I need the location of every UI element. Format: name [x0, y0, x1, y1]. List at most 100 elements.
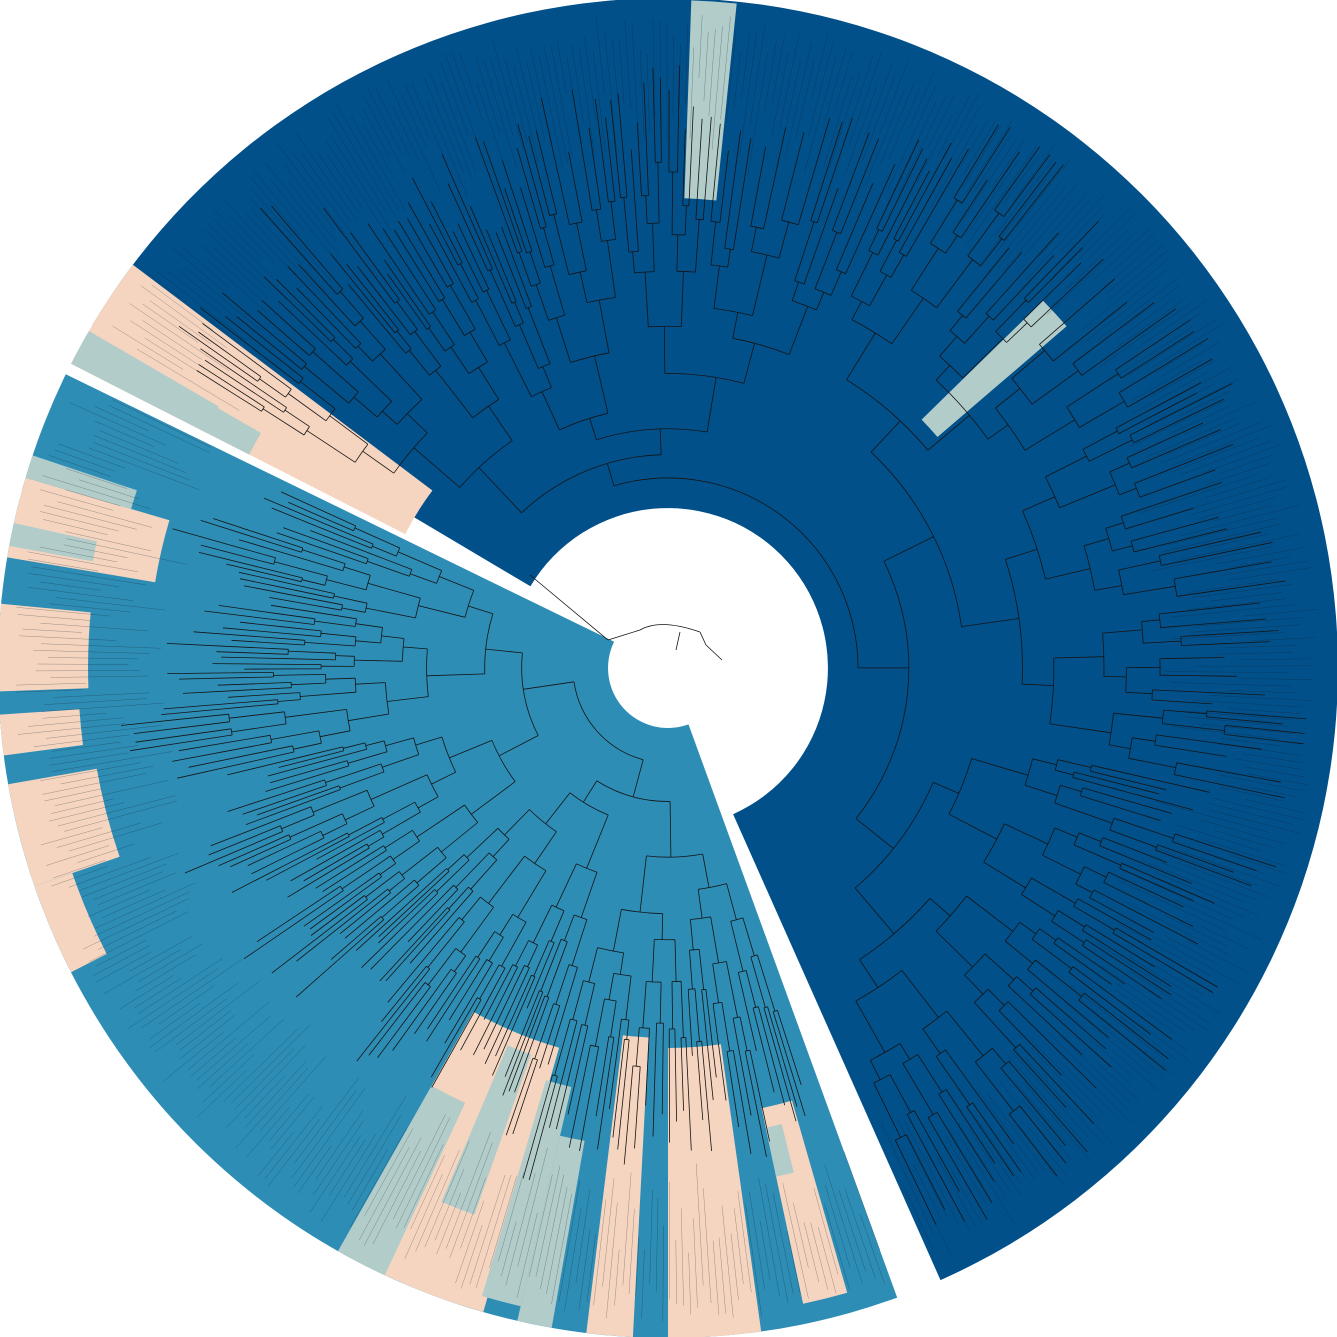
leaf-label: [475, 57, 500, 133]
branch: [520, 187, 535, 234]
branch: [198, 552, 261, 568]
leaf-label: [1123, 285, 1180, 328]
branch: [291, 837, 325, 855]
branch: [301, 885, 341, 913]
branch: [315, 855, 369, 889]
branch: [348, 713, 389, 722]
branch: [966, 1106, 979, 1125]
leaf-label: [765, 1184, 789, 1303]
leaf-label: [1243, 766, 1307, 778]
branch: [435, 369, 474, 418]
leaf-label: [1151, 846, 1258, 886]
branch: [455, 852, 490, 888]
branch: [1206, 716, 1236, 720]
branch: [873, 1074, 891, 1084]
root-branch: [529, 574, 609, 641]
branch: [596, 209, 602, 242]
branch: [1196, 691, 1266, 696]
clade-sector-22: [82, 331, 219, 416]
branch: [517, 124, 531, 169]
branch: [946, 1010, 984, 1057]
leaf-label: [1135, 300, 1208, 349]
branch: [1151, 778, 1210, 793]
branch: [198, 364, 233, 387]
branch: [549, 265, 566, 316]
branch: [1017, 1030, 1062, 1076]
branch: [644, 272, 649, 327]
leaf-label: [434, 1168, 465, 1241]
branch: [1042, 854, 1081, 875]
branch: [518, 228, 527, 254]
leaf-label: [28, 587, 133, 601]
leaf-label: [1069, 984, 1166, 1061]
branch: [267, 765, 307, 777]
leaf-label: [624, 20, 631, 109]
branch: [1000, 1067, 1027, 1099]
branch: [377, 1016, 409, 1058]
branch: [731, 130, 741, 197]
branch: [502, 160, 521, 216]
leaf-label: [31, 566, 147, 586]
clade-sector-1: [684, 0, 737, 201]
branch: [263, 276, 297, 309]
branch: [634, 1104, 638, 1149]
leaf-label: [336, 104, 399, 211]
leaf-label: [1149, 378, 1239, 425]
leaf-label: [57, 795, 176, 827]
leaf-label: [556, 38, 567, 95]
branch: [347, 283, 386, 330]
branch: [934, 148, 969, 207]
leaf-label: [1020, 1127, 1065, 1185]
branch: [418, 871, 450, 900]
branch: [659, 428, 662, 455]
branch: [431, 1028, 466, 1088]
branch: [398, 220, 426, 266]
branch: [370, 774, 428, 800]
leaf-label: [828, 72, 861, 170]
branch: [1073, 905, 1115, 931]
leaf-label: [45, 845, 109, 866]
branch: [322, 522, 374, 545]
branch: [613, 477, 859, 668]
leaf-label: [43, 519, 108, 535]
branch: [1235, 787, 1285, 799]
branch: [918, 157, 953, 218]
leaf-label: [930, 125, 978, 208]
branch: [1134, 883, 1184, 908]
branch: [370, 929, 410, 970]
branch: [1081, 338, 1134, 376]
branch: [484, 613, 494, 674]
branch: [1072, 331, 1116, 364]
branch: [995, 1135, 1022, 1173]
branch: [1025, 1097, 1066, 1147]
branch: [1082, 930, 1120, 955]
leaf-label: [1188, 598, 1286, 610]
leaf-label: [327, 116, 386, 211]
branch: [890, 254, 905, 278]
branch: [1132, 308, 1177, 340]
branch: [971, 758, 1029, 776]
branch: [507, 281, 517, 302]
leaf-label: [1144, 417, 1237, 459]
branch: [1049, 723, 1112, 734]
leaf-label: [60, 765, 154, 785]
branch: [652, 67, 655, 112]
branch: [236, 316, 279, 351]
branch: [1073, 844, 1122, 866]
leaf-label: [843, 1151, 880, 1250]
branch: [1233, 852, 1277, 868]
branch: [316, 525, 372, 549]
leaf-label: [51, 866, 108, 887]
branch: [276, 532, 332, 552]
branch: [985, 271, 1024, 314]
leaf-label: [315, 1110, 364, 1180]
branch: [198, 331, 233, 357]
leaf-label: [1167, 517, 1277, 545]
branch: [1169, 700, 1213, 705]
branch: [710, 175, 716, 222]
branch: [1156, 734, 1213, 743]
clade-sector-20: [71, 264, 433, 535]
branch: [306, 430, 356, 463]
leaf-label: [1218, 454, 1274, 474]
leaf-label: [526, 62, 546, 142]
